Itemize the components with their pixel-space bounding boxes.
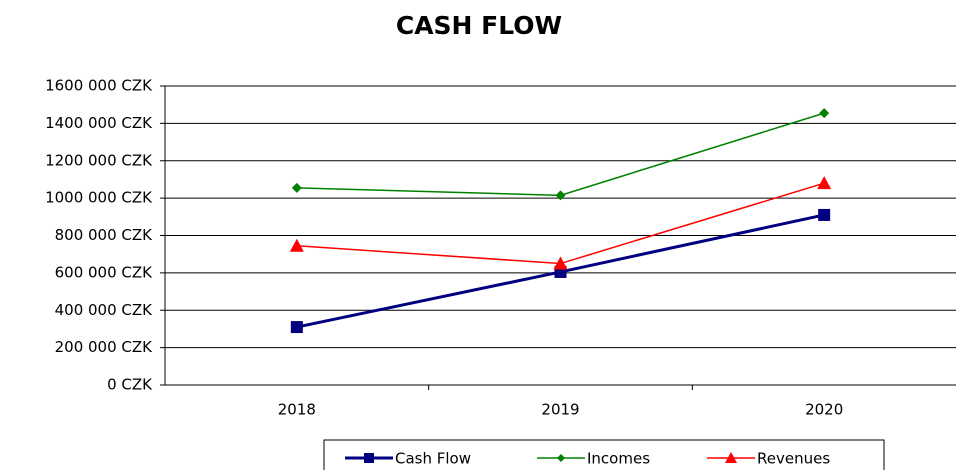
legend: Cash Flow Incomes Revenues — [323, 439, 885, 470]
y-tick-label: 1400 000 CZK — [45, 114, 153, 132]
y-tick-label: 1000 000 CZK — [45, 189, 153, 207]
marker — [819, 108, 830, 119]
y-tick-label: 1200 000 CZK — [45, 151, 153, 169]
marker — [364, 453, 374, 463]
marker — [289, 238, 304, 252]
legend-label: Cash Flow — [395, 450, 471, 468]
marker — [290, 321, 303, 334]
y-tick-label: 0 CZK — [107, 376, 153, 394]
y-tick-label: 400 000 CZK — [55, 301, 154, 319]
marker — [291, 182, 302, 193]
marker — [553, 256, 568, 270]
y-tick-label: 200 000 CZK — [55, 338, 154, 356]
legend-label: Revenues — [757, 450, 830, 468]
x-tick-label: 2018 — [278, 401, 316, 419]
legend-box — [323, 439, 885, 470]
marker — [557, 454, 565, 462]
marker — [818, 208, 831, 221]
marker — [555, 190, 566, 201]
y-tick-label: 600 000 CZK — [55, 263, 154, 281]
chart-title: CASH FLOW — [396, 11, 562, 40]
marker — [817, 176, 832, 190]
legend-label: Incomes — [587, 450, 650, 468]
series-line — [296, 112, 825, 197]
y-tick-label: 1600 000 CZK — [45, 77, 153, 95]
x-tick-label: 2020 — [805, 401, 843, 419]
marker — [725, 452, 737, 463]
y-tick-label: 800 000 CZK — [55, 226, 154, 244]
x-tick-label: 2019 — [541, 401, 579, 419]
